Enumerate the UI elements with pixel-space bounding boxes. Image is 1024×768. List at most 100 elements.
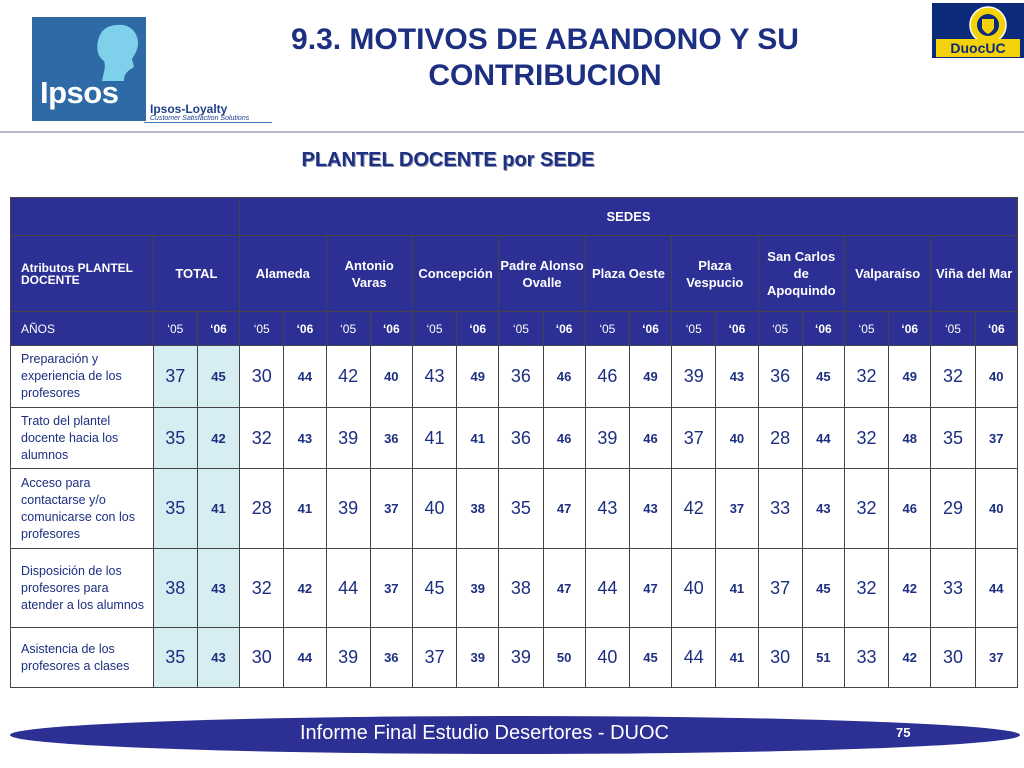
sedes-group-header: SEDES	[239, 197, 1018, 236]
ipsos-logo: Ipsos	[32, 17, 146, 121]
header-row-columns: Atributos PLANTEL DOCENTE TOTAL Alameda An…	[10, 235, 1018, 312]
value-05-cell: 32	[930, 345, 976, 408]
value-05-cell: 36	[757, 345, 803, 408]
value-06-cell: 50	[542, 627, 586, 688]
value-06-cell: 40	[715, 407, 759, 469]
value-05-cell: 32	[239, 407, 285, 469]
page-title: 9.3. MOTIVOS DE ABANDONO Y SU CONTRIBUCI…	[291, 23, 799, 92]
column-header: Concepción	[411, 235, 500, 312]
row-label: Preparación y experiencia de los profeso…	[10, 345, 154, 408]
header-empty-cell	[9, 197, 241, 236]
value-05-cell: 32	[843, 407, 890, 469]
value-05-cell: 36	[498, 407, 544, 469]
value-05-cell: 39	[584, 407, 630, 469]
year-header-06: ‘06	[542, 311, 586, 346]
row-label: Asistencia de los profesores a clases	[10, 627, 154, 688]
row-label: Disposición de los profesores para atend…	[10, 548, 154, 628]
value-06-cell: 46	[628, 407, 673, 469]
value-05-cell: 32	[843, 345, 890, 408]
value-06-cell: 42	[888, 627, 932, 688]
year-header-05: ‘05	[757, 311, 803, 346]
value-06-cell: 40	[974, 468, 1019, 549]
value-06-cell: 41	[283, 468, 327, 549]
value-05-cell: 39	[498, 627, 544, 688]
year-header-05: ‘05	[239, 311, 285, 346]
row-label: Trato del plantel docente hacia los alum…	[10, 407, 154, 469]
value-06-cell: 36	[369, 407, 413, 469]
value-06-cell: 41	[715, 627, 759, 688]
value-05-cell: 37	[152, 345, 198, 408]
ipsos-logo-text: Ipsos	[40, 75, 119, 110]
value-05-cell: 32	[239, 548, 285, 628]
table-row: Preparación y experiencia de los profeso…	[10, 345, 1019, 408]
value-06-cell: 43	[196, 627, 241, 688]
header-row-sedes: SEDES	[9, 197, 1018, 236]
loyalty-tagline: Customer Satisfaction Solutions	[150, 115, 250, 122]
year-header-05: ‘05	[411, 311, 458, 346]
value-05-cell: 44	[325, 548, 371, 628]
page-subtitle: PLANTEL DOCENTE por SEDE	[301, 149, 595, 171]
table-row: Trato del plantel docente hacia los alum…	[10, 407, 1019, 469]
value-06-cell: 46	[542, 345, 586, 408]
column-header: Antonio Varas	[325, 235, 413, 312]
year-header-05: ‘05	[152, 311, 198, 346]
year-header-06: ‘06	[888, 311, 932, 346]
year-header-05: ‘05	[325, 311, 371, 346]
year-header-06: ‘06	[974, 311, 1019, 346]
header-row-years: AÑOS ‘05 ‘06 ‘05 ‘06 ‘05 ‘06 ‘05 ‘06 ‘05 ‘06 ‘05 ‘0…	[10, 311, 1019, 346]
value-05-cell: 37	[411, 627, 458, 688]
value-06-cell: 41	[456, 407, 500, 469]
value-06-cell: 37	[369, 468, 413, 549]
value-05-cell: 41	[411, 407, 458, 469]
value-05-cell: 43	[584, 468, 630, 549]
value-05-cell: 33	[930, 548, 976, 628]
value-06-cell: 38	[456, 468, 500, 549]
value-05-cell: 29	[930, 468, 976, 549]
value-05-cell: 39	[325, 468, 371, 549]
value-06-cell: 37	[974, 627, 1019, 688]
value-05-cell: 32	[843, 548, 890, 628]
value-06-cell: 42	[196, 407, 241, 469]
value-05-cell: 30	[239, 345, 285, 408]
value-05-cell: 38	[152, 548, 198, 628]
value-05-cell: 42	[671, 468, 717, 549]
value-06-cell: 45	[628, 627, 673, 688]
value-06-cell: 37	[369, 548, 413, 628]
year-header-06: ‘06	[715, 311, 759, 346]
column-header: Padre Alonso Ovalle	[498, 235, 586, 312]
value-05-cell: 35	[498, 468, 544, 549]
results-table: SEDES Atributos PLANTEL DOCENTE TOTAL Ala…	[9, 197, 1019, 688]
table-row: Disposición de los profesores para atend…	[10, 548, 1019, 628]
value-06-cell: 48	[888, 407, 932, 469]
head-silhouette-icon	[97, 24, 138, 82]
value-06-cell: 43	[715, 345, 759, 408]
column-header: Plaza Vespucio	[671, 235, 759, 312]
value-05-cell: 30	[757, 627, 803, 688]
value-06-cell: 36	[369, 627, 413, 688]
value-06-cell: 43	[801, 468, 845, 549]
column-header: San Carlos de Apoquindo	[757, 235, 845, 312]
value-06-cell: 45	[801, 345, 845, 408]
value-05-cell: 44	[584, 548, 630, 628]
value-06-cell: 43	[283, 407, 327, 469]
value-05-cell: 40	[584, 627, 630, 688]
year-header-05: ‘05	[671, 311, 717, 346]
column-header: Alameda	[239, 235, 327, 312]
ipsos-loyalty-logo: Ipsos-Loyalty Customer Satisfaction Solu…	[144, 102, 272, 123]
header-divider	[0, 131, 1024, 133]
value-05-cell: 43	[411, 345, 458, 408]
value-06-cell: 39	[456, 548, 500, 628]
value-06-cell: 45	[801, 548, 845, 628]
year-header-05: ‘05	[498, 311, 544, 346]
year-header-06: ‘06	[369, 311, 413, 346]
value-05-cell: 32	[843, 468, 890, 549]
value-05-cell: 28	[757, 407, 803, 469]
value-06-cell: 49	[456, 345, 500, 408]
footer-bar: Informe Final Estudio Desertores - DUOC …	[10, 716, 1020, 754]
year-header-06: ‘06	[801, 311, 845, 346]
value-06-cell: 41	[196, 468, 241, 549]
value-06-cell: 44	[283, 627, 327, 688]
attributes-header: Atributos PLANTEL DOCENTE	[10, 235, 154, 312]
value-05-cell: 45	[411, 548, 458, 628]
table-row: Asistencia de los profesores a clases 35 4…	[10, 627, 1019, 688]
